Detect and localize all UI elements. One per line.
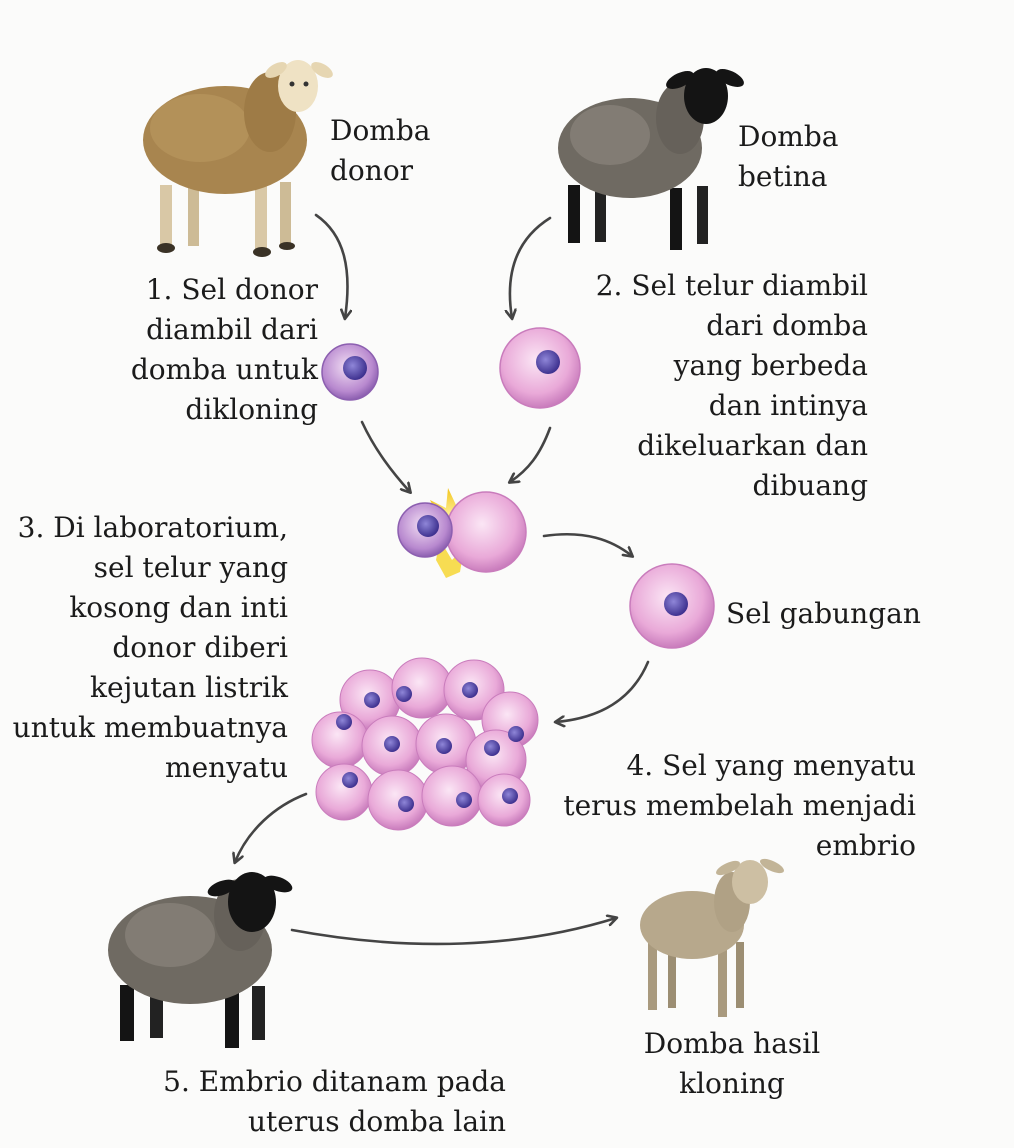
embryo-cluster (311, 657, 539, 831)
arrow-surrogate-to-clone (290, 918, 616, 946)
donor-sheep-label: Domba donor (330, 114, 431, 187)
step3-label: 3. Di laboratorium, sel telur yang koson… (12, 511, 288, 784)
cloned-sheep-illustration (640, 858, 784, 1017)
combined-cell (629, 563, 715, 649)
arrow-embryo-to-surrogate (235, 792, 308, 862)
cloned-sheep-label: Domba hasil kloning (643, 1027, 821, 1100)
step1-label: 1. Sel donor diambil dari domba untuk di… (130, 273, 318, 426)
step5-label: 5. Embrio ditanam pada uterus domba lain (163, 1065, 506, 1138)
step2-label: 2. Sel telur diambil dari domba yang ber… (595, 269, 868, 502)
fusion-cells (397, 488, 527, 578)
arrow-donor-cell-to-fusion (360, 420, 410, 492)
female-sheep-label: Domba betina (738, 120, 839, 193)
arrow-female-to-egg (510, 216, 552, 318)
step4-label: 4. Sel yang menyatu terus membelah menja… (563, 749, 916, 862)
arrow-egg-to-fusion (510, 426, 552, 482)
arrow-combined-to-embryo (556, 660, 650, 722)
surrogate-sheep-illustration (108, 872, 293, 1048)
arrow-fusion-to-combined (542, 532, 632, 556)
flow-arrows (235, 213, 650, 946)
female-sheep-illustration (558, 68, 744, 250)
arrow-donor-to-cell (314, 213, 348, 318)
egg-cell (499, 327, 581, 409)
donor-cell (321, 343, 379, 401)
donor-sheep-illustration (143, 60, 333, 257)
combined-cell-label: Sel gabungan (726, 597, 921, 630)
